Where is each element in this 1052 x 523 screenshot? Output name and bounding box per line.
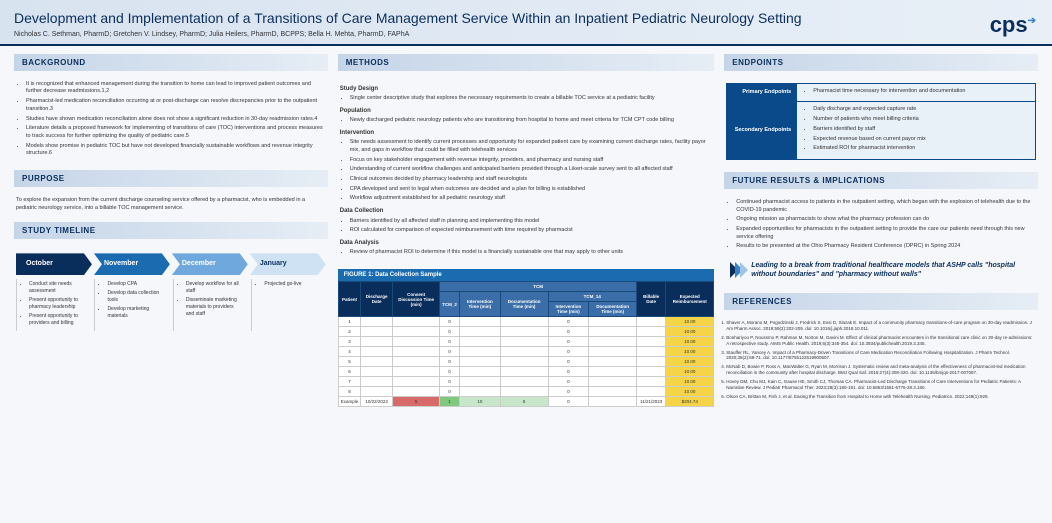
authors-line: Nicholas C. Sethman, PharmD; Gretchen V.…: [14, 31, 1038, 38]
poster-header: Development and Implementation of a Tran…: [0, 0, 1052, 46]
timeline-items-col: Develop workflow for all staffDisseminat…: [173, 279, 247, 331]
methods-body: Study DesignSingle center descriptive st…: [338, 77, 715, 263]
quote-text: Leading to a break from traditional heal…: [751, 261, 1032, 279]
figure-title: FIGURE 1: Data Collection Sample: [338, 269, 715, 281]
methods-subhead: Data Analysis: [340, 239, 713, 247]
future-body: Continued pharmacist access to patients …: [724, 195, 1038, 287]
purpose-title: PURPOSE: [14, 170, 328, 187]
timeline-body: OctoberNovemberDecemberJanuary Conduct s…: [14, 245, 328, 335]
reference-item: Olson CA, Brittan M, Fish J, et al. Easi…: [726, 394, 1036, 400]
figure-block: FIGURE 1: Data Collection Sample Patient…: [338, 269, 715, 407]
reference-item: Hovey DM, Chu MJ, Kain C, Gause HE, Smit…: [726, 379, 1036, 391]
methods-subhead: Data Collection: [340, 207, 713, 215]
column-right: ENDPOINTS Primary Endpoints Pharmacist t…: [724, 54, 1038, 407]
background-title: BACKGROUND: [14, 54, 328, 71]
timeline-items-col: Conduct site needs assessmentPresent opp…: [16, 279, 90, 331]
background-item: Studies have shown medication reconcilia…: [26, 116, 326, 124]
references-title: REFERENCES: [724, 293, 1038, 310]
future-title: FUTURE RESULTS & IMPLICATIONS: [724, 172, 1038, 189]
background-item: Pharmacist-led medication reconciliation…: [26, 98, 326, 113]
poster-title: Development and Implementation of a Tran…: [14, 10, 864, 27]
timeline-arrow: November: [94, 253, 170, 275]
methods-subhead: Intervention: [340, 129, 713, 137]
chevron-icon: [730, 262, 745, 278]
data-table: PatientDischarge DateConsent Discussion …: [338, 281, 715, 407]
reference-item: Shaver A, Morano M, Pogodzinski J, Fredr…: [726, 320, 1036, 332]
reference-item: McNab D, Bowie P, Ross A, MacWalter G, R…: [726, 364, 1036, 376]
timeline-items-col: Develop CPADevelop data collection tools…: [94, 279, 168, 331]
columns: BACKGROUND It is recognized that enhance…: [0, 46, 1052, 415]
background-body: It is recognized that enhanced managemen…: [14, 77, 328, 164]
timeline-arrow: December: [172, 253, 248, 275]
methods-title: METHODS: [338, 54, 715, 71]
timeline-arrow: October: [16, 253, 92, 275]
timeline-title: STUDY TIMELINE: [14, 222, 328, 239]
primary-endpoints-label: Primary Endpoints: [727, 84, 797, 102]
endpoints-title: ENDPOINTS: [724, 54, 1038, 71]
timeline-items-col: Projected go-live: [251, 279, 325, 331]
methods-subhead: Study Design: [340, 85, 713, 93]
background-item: Literature details a proposed framework …: [26, 125, 326, 140]
timeline-arrow: January: [250, 253, 326, 275]
reference-item: Bonhariyoo P, Noussmo P, Rahman M, Norto…: [726, 335, 1036, 347]
column-middle: METHODS Study DesignSingle center descri…: [338, 54, 715, 407]
cps-logo: cps➔: [990, 12, 1036, 38]
purpose-body: To explore the expansion from the curren…: [14, 193, 328, 216]
background-item: It is recognized that enhanced managemen…: [26, 81, 326, 96]
column-left: BACKGROUND It is recognized that enhance…: [14, 54, 328, 407]
reference-item: Stauffer RL, Yancey A. Impact of a Pharm…: [726, 350, 1036, 362]
background-item: Models show promise in pediatric TOC but…: [26, 143, 326, 158]
endpoints-body: Primary Endpoints Pharmacist time necess…: [724, 77, 1038, 166]
methods-subhead: Population: [340, 107, 713, 115]
references-body: Shaver A, Morano M, Pogodzinski J, Fredr…: [724, 316, 1038, 406]
secondary-endpoints-label: Secondary Endpoints: [727, 102, 797, 158]
